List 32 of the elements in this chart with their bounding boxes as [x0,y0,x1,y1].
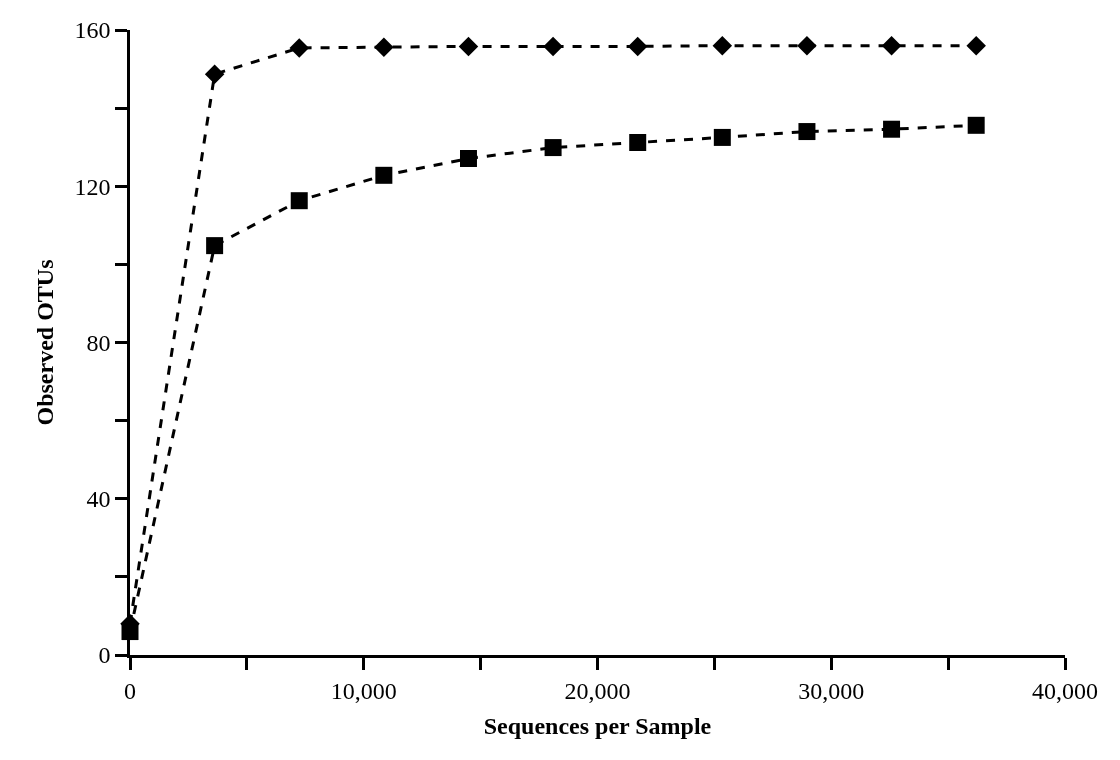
x-axis-title: Sequences per Sample [483,712,712,739]
point [713,128,731,146]
point [797,35,817,56]
y-axis-title: Observed OTUs [31,259,58,426]
x-tick-label: 0 [124,677,136,704]
y-tick-label: 120 [74,173,111,200]
x-tick-label: 30,000 [798,677,865,704]
point [375,166,393,184]
y-tick-label: 160 [74,17,111,44]
point [712,35,733,56]
y-tick-label: 80 [86,329,111,356]
point [627,36,648,57]
point [290,192,308,210]
point [206,237,224,255]
point [459,150,477,168]
point [544,139,562,157]
x-tick-label: 40,000 [1032,677,1098,704]
point [374,37,394,57]
point [883,120,901,138]
point [458,36,479,57]
point [629,134,647,151]
x-tick-label: 10,000 [330,677,397,704]
point [543,36,563,57]
y-tick-label: 0 [98,642,111,669]
point [881,35,902,56]
y-tick-label: 40 [86,486,111,513]
point [204,64,225,84]
point [798,123,816,141]
x-tick-label: 20,000 [564,677,631,704]
point [967,116,985,134]
point [289,38,309,58]
point [966,35,986,56]
